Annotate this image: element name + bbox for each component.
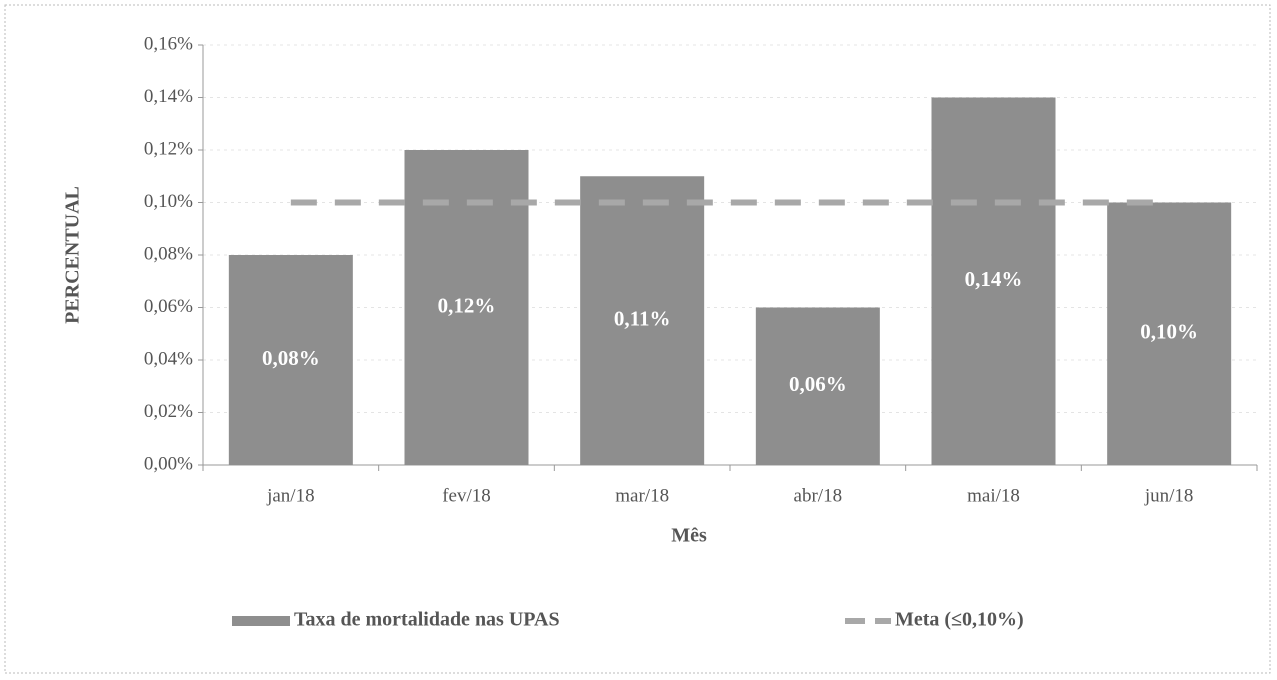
legend-label: Taxa de mortalidade nas UPAS <box>294 609 560 631</box>
value-label: 0,11% <box>614 306 671 330</box>
value-label: 0,08% <box>262 346 320 370</box>
bar <box>931 97 1056 465</box>
y-tick-label: 0,10% <box>144 191 193 212</box>
y-tick-label: 0,00% <box>144 453 193 474</box>
y-tick-label: 0,08% <box>144 243 193 264</box>
y-tick-label: 0,16% <box>144 33 193 54</box>
value-label: 0,06% <box>789 372 847 396</box>
x-tick-label: jun/18 <box>1144 485 1194 506</box>
bar <box>580 176 705 465</box>
y-tick-label: 0,12% <box>144 138 193 159</box>
y-tick-label: 0,02% <box>144 401 193 422</box>
value-label: 0,10% <box>1140 320 1198 344</box>
x-tick-label: mar/18 <box>615 485 669 506</box>
x-tick-label: abr/18 <box>794 485 843 506</box>
x-tick-label: fev/18 <box>442 485 491 506</box>
y-tick-label: 0,04% <box>144 348 193 369</box>
bar <box>1107 202 1232 465</box>
value-label: 0,12% <box>438 293 496 317</box>
legend-swatch <box>232 616 290 626</box>
value-label: 0,14% <box>965 267 1023 291</box>
x-tick-label: mai/18 <box>967 485 1020 506</box>
bar <box>228 255 353 465</box>
x-axis-title: Mês <box>671 525 707 547</box>
bar <box>755 307 880 465</box>
x-tick-label: jan/18 <box>266 485 315 506</box>
chart-border <box>4 4 1271 674</box>
y-axis-title: PERCENTUAL <box>62 186 84 324</box>
y-tick-label: 0,14% <box>144 86 193 107</box>
y-tick-label: 0,06% <box>144 296 193 317</box>
legend-label: Meta (≤0,10%) <box>895 609 1024 631</box>
